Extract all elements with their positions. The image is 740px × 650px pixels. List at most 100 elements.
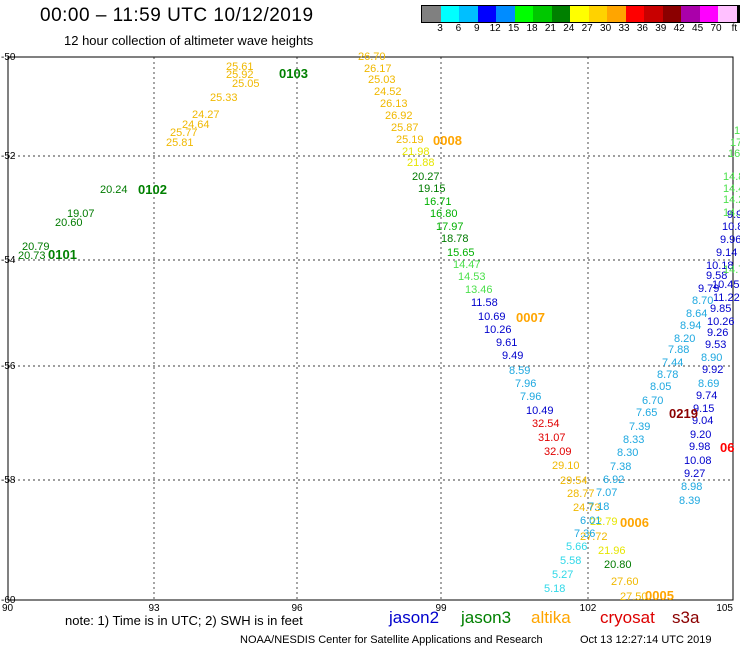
legend-swatch [459,6,478,22]
swh-value: 9.98 [689,441,710,453]
swh-value: 20.24 [100,184,128,196]
swh-value: 7.44 [662,357,683,369]
legend-tick-label: 45 [692,23,704,34]
swh-value: 8.70 [692,295,713,307]
longitude-label: 105 [716,603,733,614]
swh-value: 9.61 [496,337,517,349]
swh-value: 9.74 [696,390,717,402]
swh-value: 11.58 [471,297,498,309]
legend-tick-label: 30 [600,23,612,34]
legend-tick-label: 9 [474,23,480,34]
legend-tick-label: 15 [508,23,520,34]
swh-value: 14.2 [723,194,740,206]
swh-value: 7.88 [668,344,689,356]
swh-value: 21.96 [598,545,626,557]
legend-tick-label: 21 [544,23,556,34]
swh-value: 7.65 [636,407,657,419]
pass-label: 0101 [48,247,77,262]
swh-value: 25.81 [166,137,194,149]
swh-value: 29.10 [552,460,580,472]
swh-value: 9.15 [693,403,714,415]
swh-value: 27.50 [620,591,648,603]
satellite-jason3: jason3 [461,608,512,627]
swh-value: 9.53 [705,339,726,351]
legend-swatch [681,6,700,22]
swh-value: 25.92 [226,69,254,81]
pass-label: 0219 [669,406,698,421]
grid-lines [8,57,733,600]
swh-value: 9.49 [502,350,523,362]
footer-credit: NOAA/NESDIS Center for Satellite Applica… [240,634,543,646]
swh-value: 21.98 [402,146,430,158]
swh-value: 20.80 [604,559,632,571]
swh-value: 8.98 [681,481,702,493]
legend-swatch [551,6,570,22]
swh-value: 8.64 [686,308,707,320]
legend-swatch [422,6,441,22]
legend-tick-label: 12 [489,23,501,34]
legend-tick-label: 18 [526,23,538,34]
pass-label: 0006 [620,515,649,530]
swh-value: 10.18 [706,260,734,272]
swh-value: 6.92 [603,474,624,486]
swh-value: 6.01 [580,515,601,527]
swh-value: 25.19 [396,134,424,146]
legend-swatch [699,6,718,22]
swh-value: 26.13 [380,98,408,110]
swh-value: 24.27 [192,109,220,121]
swh-value: 24.64 [182,119,210,131]
swh-value: 32.54 [532,418,560,430]
swh-value: 9.27 [684,468,705,480]
swh-value: 9.92 [702,364,723,376]
swh-value: 25.33 [210,92,238,104]
swh-value: 17.97 [436,221,464,233]
swh-value: 14.1 [723,207,740,219]
pass-label: 0103 [279,66,308,81]
latitude-label: -58 [1,475,16,486]
swh-value: 14.53 [458,271,486,283]
swh-value: 9.96 [720,234,740,246]
legend-tick-label: 42 [673,23,685,34]
longitude-label: 102 [580,603,597,614]
legend-tick-label: 6 [455,23,462,34]
swh-value: 7.07 [596,487,617,499]
legend-swatch [440,6,459,22]
swh-value: 14.8 [723,171,740,183]
swh-value: 16 [728,148,740,160]
swh-value: 28.77 [567,488,595,500]
satellite-cryosat: cryosat [600,608,655,627]
legend-swatch [644,6,663,22]
footer-timestamp: Oct 13 12:27:14 UTC 2019 [580,634,712,646]
swh-value: 27.72 [580,531,608,543]
legend-swatch [477,6,496,22]
legend-tick-label: 39 [655,23,667,34]
legend-swatch [607,6,626,22]
swh-value: 11.22 [713,292,740,304]
swh-value: 10.26 [484,324,512,336]
swh-value: 25.03 [368,74,396,86]
swh-value: 8.69 [698,378,719,390]
satellite-jason2: jason2 [389,608,440,627]
swh-value: 8.90 [701,352,722,364]
swh-value: 25.05 [232,78,260,90]
swh-value: 19.07 [67,208,95,220]
longitude-label: 93 [148,603,160,614]
longitude-label: 90 [2,603,14,614]
swh-value: 24.52 [374,86,402,98]
swh-value: 14.4 [723,183,740,195]
swh-value: 7.38 [610,461,631,473]
pass-label: 0102 [138,182,167,197]
swh-value: 26.70 [358,51,386,63]
swh-value: 22.79 [590,516,618,528]
map-subtitle: 12 hour collection of altimeter wave hei… [64,33,314,48]
swh-value: 7.96 [515,378,536,390]
pass-label: 06 [720,440,734,455]
swh-value: 9.20 [690,429,711,441]
swh-value: 10.45 [712,279,740,291]
legend-swatch [570,6,589,22]
legend-unit: ft [731,23,738,34]
swh-value: 20.60 [55,217,83,229]
satellite-s3a: s3a [672,608,700,627]
swh-value: 9.04 [692,415,713,427]
